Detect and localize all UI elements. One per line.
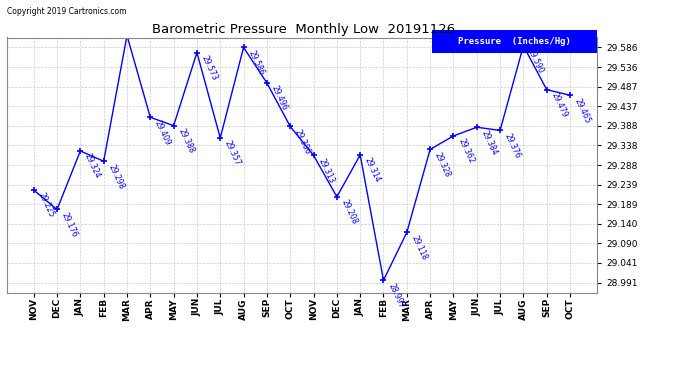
Text: 29.386: 29.386: [293, 128, 313, 156]
Text: 29.313: 29.313: [316, 157, 335, 184]
Text: 29.314: 29.314: [363, 156, 382, 184]
Text: 29.324: 29.324: [83, 152, 103, 180]
Text: 29.590: 29.590: [526, 47, 546, 75]
Text: Barometric Pressure  Monthly Low  20191126: Barometric Pressure Monthly Low 20191126: [152, 22, 455, 36]
Text: 29.208: 29.208: [339, 198, 359, 226]
Text: 28.997: 28.997: [386, 282, 406, 309]
Text: 29.225: 29.225: [37, 192, 56, 219]
Text: Copyright 2019 Cartronics.com: Copyright 2019 Cartronics.com: [7, 7, 126, 16]
Text: 29.573: 29.573: [199, 54, 219, 82]
Text: 29.376: 29.376: [503, 132, 522, 160]
Text: 29.388: 29.388: [177, 127, 196, 155]
Text: 29.409: 29.409: [153, 119, 172, 147]
Text: 29.357: 29.357: [223, 139, 242, 167]
Text: 29.616: 29.616: [0, 374, 1, 375]
Text: 29.362: 29.362: [456, 137, 475, 165]
Text: 29.328: 29.328: [433, 151, 452, 178]
Text: 29.384: 29.384: [480, 129, 499, 156]
Text: 29.586: 29.586: [246, 49, 266, 76]
Text: 29.479: 29.479: [549, 91, 569, 119]
Text: 29.298: 29.298: [106, 163, 126, 190]
Text: 29.465: 29.465: [573, 97, 592, 124]
Text: 29.176: 29.176: [60, 211, 79, 238]
Text: 29.496: 29.496: [270, 84, 289, 112]
Text: 29.118: 29.118: [410, 234, 429, 261]
